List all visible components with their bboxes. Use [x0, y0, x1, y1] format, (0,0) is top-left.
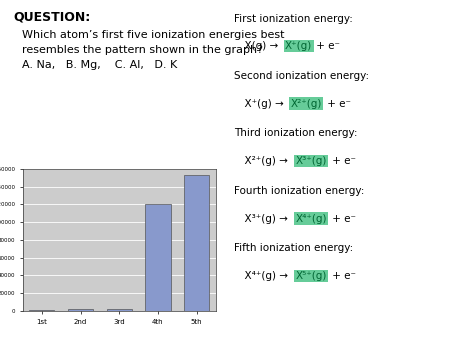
Text: Which atom’s first five ionization energies best
resembles the pattern shown in : Which atom’s first five ionization energ…: [22, 30, 285, 70]
Text: X⁺(g): X⁺(g): [285, 41, 312, 51]
Text: First ionization energy:: First ionization energy:: [234, 14, 353, 24]
Text: Fourth ionization energy:: Fourth ionization energy:: [234, 186, 364, 196]
Text: Second ionization energy:: Second ionization energy:: [234, 71, 369, 81]
Text: X²⁺(g) →: X²⁺(g) →: [238, 156, 292, 166]
Text: QUESTION:: QUESTION:: [14, 10, 91, 23]
Text: X⁵⁺(g): X⁵⁺(g): [295, 271, 327, 281]
Bar: [29, 310, 54, 311]
Text: X⁺(g) →: X⁺(g) →: [238, 99, 288, 109]
Bar: [107, 309, 132, 311]
Text: Fifth ionization energy:: Fifth ionization energy:: [234, 243, 353, 254]
Bar: [145, 204, 171, 311]
Text: X⁴⁺(g): X⁴⁺(g): [295, 214, 327, 224]
Bar: [68, 309, 93, 311]
Text: X²⁺(g): X²⁺(g): [290, 99, 322, 109]
Text: X(g) →: X(g) →: [238, 41, 282, 51]
Text: X³⁺(g) →: X³⁺(g) →: [238, 214, 292, 224]
Text: Third ionization energy:: Third ionization energy:: [234, 128, 357, 139]
Text: X³⁺(g): X³⁺(g): [295, 156, 327, 166]
Bar: [184, 175, 209, 311]
Text: + e⁻: + e⁻: [328, 156, 356, 166]
Text: + e⁻: + e⁻: [328, 271, 356, 281]
Text: + e⁻: + e⁻: [324, 99, 351, 109]
Text: + e⁻: + e⁻: [328, 214, 356, 224]
Text: + e⁻: + e⁻: [313, 41, 340, 51]
Text: X⁴⁺(g) →: X⁴⁺(g) →: [238, 271, 292, 281]
